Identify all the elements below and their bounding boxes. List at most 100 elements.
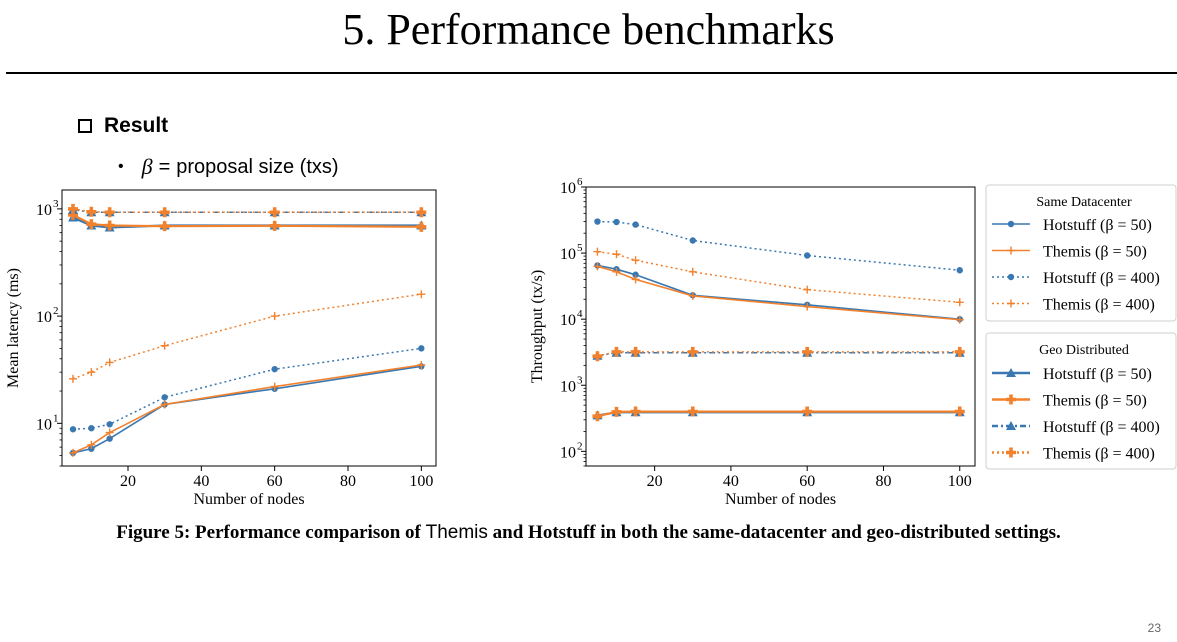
data-point (416, 221, 427, 232)
data-point (104, 220, 115, 231)
checkbox-bullet-icon (78, 119, 92, 133)
series-2 (69, 345, 425, 433)
series-5 (68, 209, 427, 232)
data-point (612, 267, 621, 276)
data-point (803, 285, 812, 294)
data-point (160, 341, 169, 350)
data-point (688, 291, 697, 300)
x-tick-label: 80 (340, 473, 356, 490)
data-point (106, 421, 113, 428)
x-tick-label: 100 (948, 473, 972, 490)
data-point (68, 203, 78, 214)
caption-part1: Figure 5: Performance comparison of (116, 522, 421, 543)
data-point (592, 351, 603, 362)
legend-swatch-marker (1006, 368, 1016, 377)
x-tick-label: 40 (723, 473, 739, 490)
data-point (688, 267, 697, 276)
data-point (416, 207, 427, 218)
series-3 (69, 290, 426, 383)
data-point (631, 256, 640, 265)
data-point (105, 358, 114, 367)
series-7 (592, 346, 965, 362)
plot-frame (585, 186, 976, 467)
legend-label: Themis (β = 50) (1043, 393, 1147, 410)
legend-entry: Hotstuff (β = 50) (992, 366, 1152, 383)
legend-label: Hotstuff (β = 50) (1043, 366, 1152, 383)
x-tick-label: 80 (875, 473, 891, 490)
y-tick-exponent: 3 (53, 198, 59, 210)
series-line (72, 293, 422, 380)
y-tick-exponent: 2 (53, 305, 59, 317)
legend-entry: Themis (β = 50) (992, 393, 1147, 410)
plot-frame (61, 189, 437, 467)
slide-title: 5. Performance benchmarks (342, 5, 835, 54)
caption-themis: Themis (425, 522, 488, 543)
x-tick-label: 60 (267, 473, 283, 490)
legend-label: Themis (β = 400) (1043, 297, 1155, 314)
data-point (88, 425, 95, 432)
legend-label: Hotstuff (β = 400) (1043, 270, 1160, 287)
data-point (417, 290, 426, 299)
page-number: 23 (1147, 621, 1161, 635)
legend-entry: Hotstuff (β = 50) (992, 217, 1152, 234)
y-tick-label: 10 (560, 312, 576, 329)
data-point (418, 345, 425, 352)
data-point (87, 440, 96, 449)
y-tick-label: 10 (560, 180, 576, 197)
legend-entry: Hotstuff (β = 400) (992, 270, 1160, 287)
x-tick-label: 40 (193, 473, 209, 490)
data-point (632, 221, 639, 228)
data-point (956, 267, 963, 274)
data-point (69, 426, 77, 433)
data-point (687, 346, 698, 357)
series-1 (593, 262, 964, 324)
data-point (86, 206, 97, 217)
series-1 (69, 360, 426, 457)
x-tick-label: 20 (647, 473, 663, 490)
y-tick-label: 10 (36, 309, 52, 326)
data-point (161, 394, 168, 401)
data-point (105, 428, 114, 437)
legend-entry: Themis (β = 400) (992, 297, 1155, 314)
y-axis-label: Throughput (tx/s) (529, 270, 546, 383)
bullet-result: Result (78, 114, 168, 138)
data-point (593, 247, 602, 256)
data-point (269, 207, 280, 218)
legend-swatch-marker (1007, 299, 1015, 308)
data-point (802, 406, 813, 417)
data-point (106, 435, 113, 442)
data-point (160, 400, 169, 409)
x-tick-label: 20 (120, 473, 136, 490)
data-point (69, 448, 77, 457)
legend-swatch-marker (1007, 273, 1015, 281)
y-tick-exponent: 4 (577, 308, 583, 320)
data-point (592, 411, 603, 422)
data-point (87, 368, 96, 377)
figure-caption: Figure 5: Performance comparison of Them… (0, 522, 1177, 544)
legend-entry: Themis (β = 50) (992, 244, 1147, 261)
data-point (954, 346, 965, 357)
series-2 (594, 218, 963, 274)
data-point (632, 271, 639, 278)
data-point (955, 298, 964, 307)
y-tick-label: 10 (36, 202, 52, 219)
data-point (611, 406, 622, 417)
y-tick-exponent: 5 (577, 242, 583, 254)
x-tick-label: 100 (409, 473, 433, 490)
legend-geo-distributed: Geo Distributed Hotstuff (β = 50) Themis … (985, 332, 1177, 470)
y-tick-exponent: 6 (577, 176, 583, 188)
data-point (159, 207, 170, 218)
beta-symbol: β (141, 154, 153, 179)
data-point (611, 346, 622, 357)
data-point (417, 360, 426, 369)
y-tick-exponent: 3 (577, 374, 583, 386)
legend-frame (985, 332, 1177, 470)
legend-swatch-marker (1006, 421, 1016, 430)
data-point (69, 374, 77, 383)
data-point (802, 346, 813, 357)
legend-label: Hotstuff (β = 400) (1043, 419, 1160, 436)
y-axis-label: Mean latency (ms) (5, 268, 22, 388)
data-point (270, 312, 279, 321)
